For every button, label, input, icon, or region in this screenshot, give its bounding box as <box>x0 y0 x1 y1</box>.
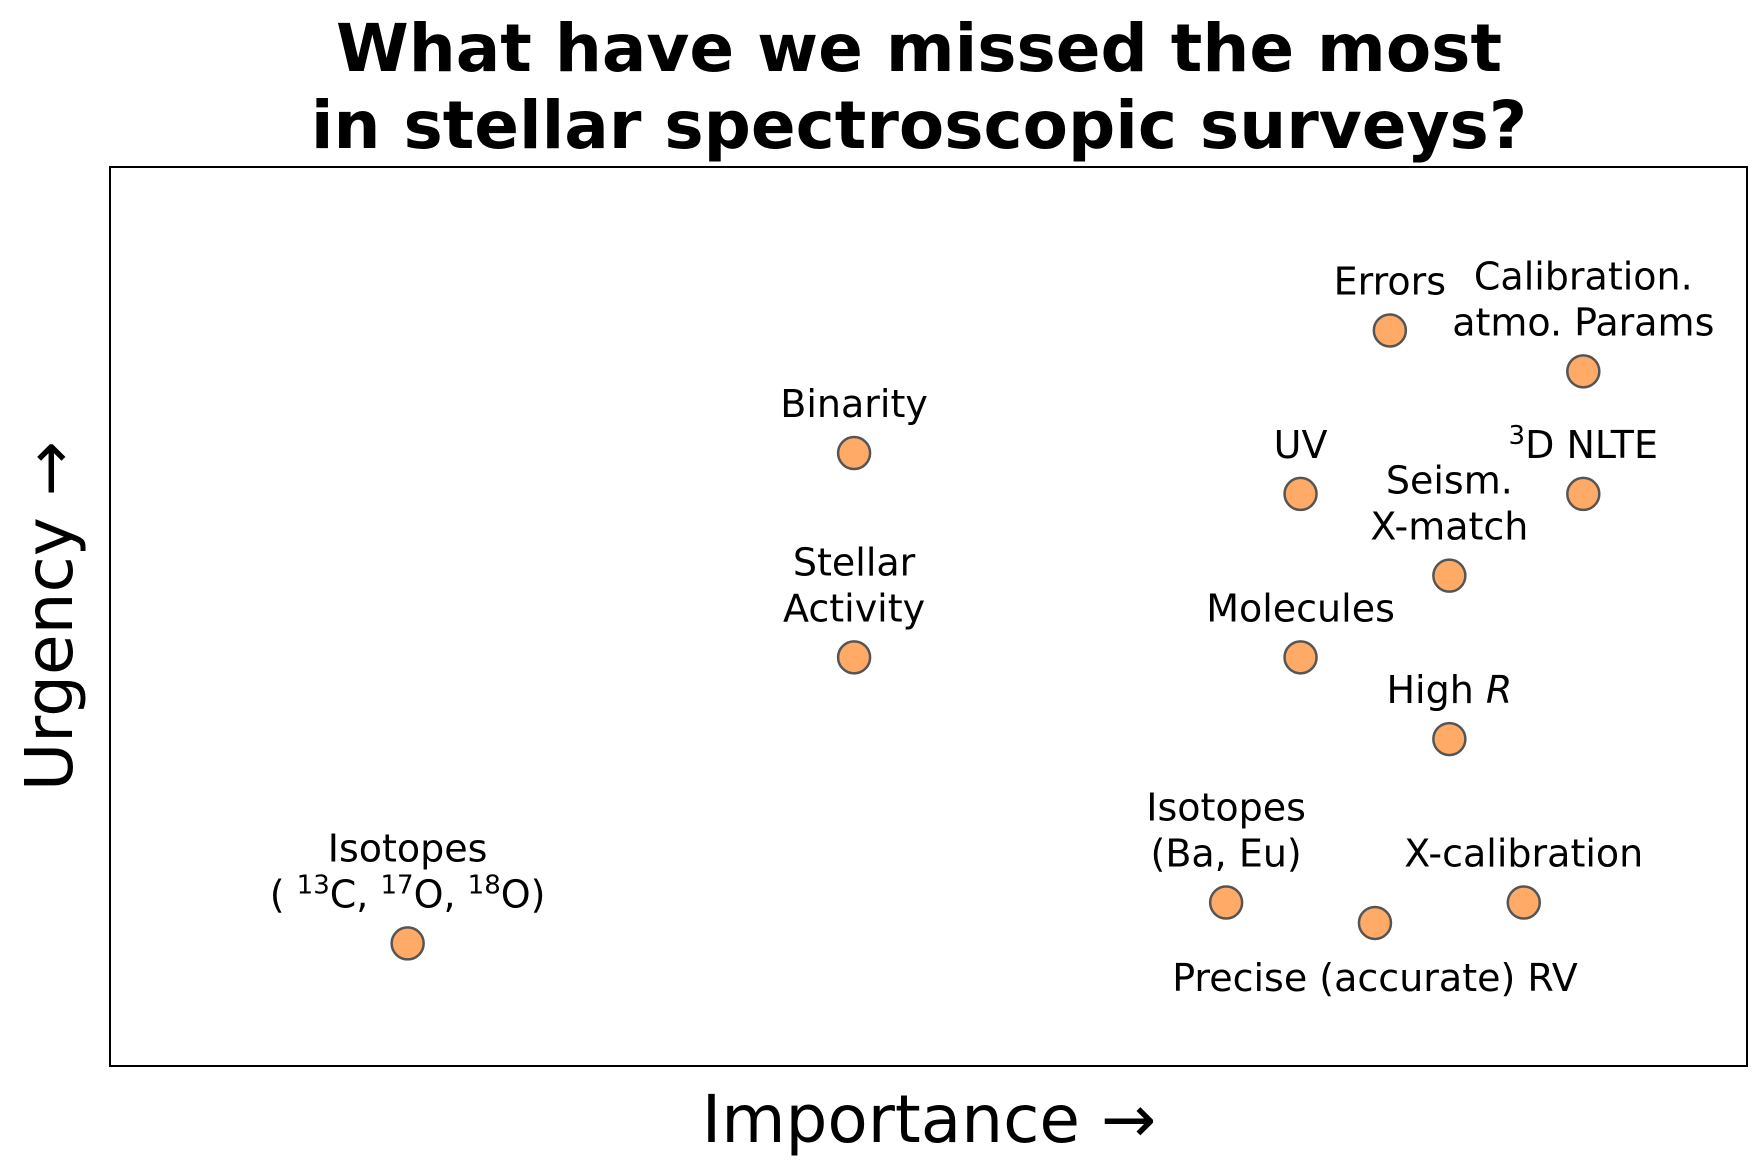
point-label-stellar-activity-line-1: Stellar <box>793 540 916 584</box>
point-label-seism-x-match-line-1: Seism. <box>1386 459 1513 503</box>
point-isotopes-13c-17o-18o <box>390 926 425 961</box>
point-x-calibration <box>1506 885 1542 920</box>
points-layer: Errors Calibration.atmo. Params Binarity UV… <box>270 254 1715 1000</box>
point-label-isotopes-ba-eu-line-2: (Ba, Eu) <box>1151 832 1302 876</box>
x-axis-label: Importance → <box>702 1081 1157 1158</box>
point-stellar-activity <box>836 640 872 675</box>
point-label-stellar-activity-line-2: Activity <box>783 586 925 630</box>
y-axis-label: Urgency → <box>11 441 88 791</box>
point-label-uv: UV <box>1274 423 1328 467</box>
point-molecules <box>1283 640 1318 675</box>
point-high-r <box>1432 721 1467 757</box>
chart-title-line-1: What have we missed the most <box>336 10 1502 87</box>
point-label-calibration-atmo-params-line-1: Calibration. <box>1474 254 1693 298</box>
point-label-isotopes-ba-eu-line-1: Isotopes <box>1146 786 1306 830</box>
point-seism-x-match <box>1432 558 1467 593</box>
point-label-isotopes-13c-17o-18o-line-1: Isotopes <box>328 826 488 870</box>
point-label-calibration-atmo-params-line-2: atmo. Params <box>1452 300 1714 344</box>
point-errors <box>1372 313 1408 348</box>
plot-area-frame <box>109 166 1748 1067</box>
point-uv <box>1283 476 1318 512</box>
point-label-binarity: Binarity <box>780 382 928 426</box>
point-label-errors: Errors <box>1334 259 1446 303</box>
point-label-high-r: High R <box>1386 668 1512 712</box>
point-label-isotopes-13c-17o-18o-line-2: ( 13C, 17O, 18O) <box>270 870 546 916</box>
point-label-seism-x-match-line-2: X-match <box>1370 505 1528 549</box>
point-label-x-calibration: X-calibration <box>1404 832 1643 876</box>
point-binarity <box>836 435 872 471</box>
point-precise-accurate-rv <box>1357 905 1393 941</box>
point-calibration-atmo-params <box>1566 354 1601 389</box>
chart-title-line-2: in stellar spectroscopic surveys? <box>311 87 1527 164</box>
point-label-precise-accurate-rv: Precise (accurate) RV <box>1172 956 1578 1000</box>
point-isotopes-ba-eu <box>1208 885 1244 920</box>
point-label-molecules: Molecules <box>1206 586 1395 630</box>
point-label-3d-nlte: 3D NLTE <box>1509 421 1658 467</box>
point-3d-nlte <box>1566 476 1601 512</box>
